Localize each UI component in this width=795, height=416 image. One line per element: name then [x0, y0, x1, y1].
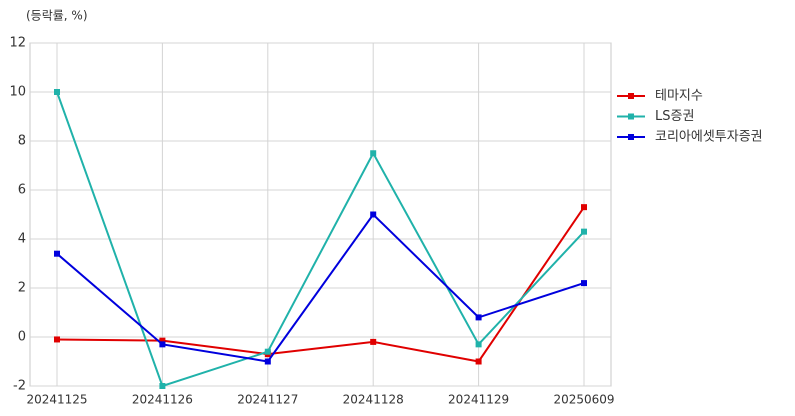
y-tick-label: 2 [18, 281, 26, 296]
point-marker [581, 204, 587, 211]
point-marker [264, 358, 271, 365]
legend-marker [628, 93, 634, 99]
y-tick-label: 8 [18, 134, 26, 149]
point-marker [581, 280, 587, 287]
legend-label: 테마지수 [655, 89, 703, 104]
y-axis-unit: (등락률, %) [26, 9, 88, 23]
y-tick-label: 12 [9, 36, 26, 51]
point-marker [581, 228, 587, 235]
y-tick-label: 0 [18, 330, 26, 345]
y-tick-label: -2 [13, 379, 26, 394]
legend-marker [628, 113, 634, 120]
point-marker [159, 383, 166, 389]
point-marker [159, 341, 166, 348]
x-tick-label: 20241127 [237, 393, 298, 407]
point-marker [370, 338, 377, 345]
point-marker [475, 314, 482, 321]
y-tick-label: 4 [18, 232, 26, 247]
y-tick-label: 6 [18, 183, 26, 198]
x-tick-label: 20250609 [553, 393, 614, 407]
legend-marker [628, 134, 634, 140]
point-marker [54, 336, 60, 343]
legend-label: 코리아에셋투자증권 [655, 130, 763, 145]
plot-frame [29, 42, 612, 387]
series-line [56, 91, 585, 388]
x-tick-label: 20241128 [343, 393, 404, 407]
point-marker [264, 348, 271, 355]
legend-label: LS증권 [655, 109, 694, 124]
x-tick-label: 20241129 [448, 393, 509, 407]
point-marker [159, 337, 166, 344]
y-tick-label: 10 [9, 85, 26, 100]
point-marker [370, 211, 377, 218]
point-marker [475, 341, 482, 348]
point-marker [54, 89, 60, 95]
x-tick-label: 20241125 [26, 393, 87, 407]
x-tick-label: 20241126 [132, 393, 193, 407]
point-marker [475, 358, 482, 365]
series-line [56, 206, 585, 363]
series-line [56, 212, 585, 363]
point-marker [54, 250, 60, 257]
point-marker [370, 150, 377, 157]
